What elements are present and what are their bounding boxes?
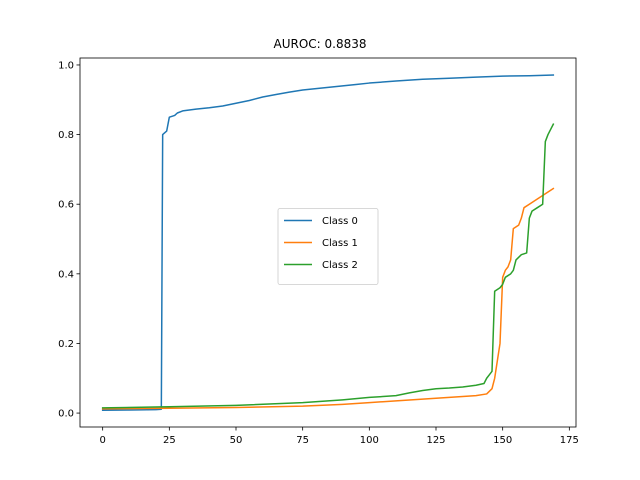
legend-box — [277, 208, 379, 285]
x-tick-label: 125 — [426, 435, 445, 446]
series-line-1 — [101, 187, 555, 410]
x-tick-label: 50 — [230, 435, 243, 446]
x-tick-label: 100 — [360, 435, 379, 446]
x-tick-label: 75 — [296, 435, 309, 446]
y-tick-label: 0.2 — [58, 339, 74, 350]
y-tick-label: 0.0 — [58, 409, 74, 420]
series-lines — [101, 74, 555, 412]
legend-label-1: Class 1 — [322, 238, 358, 249]
y-axis: 0.0 0.2 0.4 0.6 0.8 1.0 — [58, 60, 80, 420]
legend: Class 0 Class 1 Class 2 — [277, 208, 379, 285]
series-line-0 — [101, 74, 555, 412]
x-tick-label: 150 — [493, 435, 512, 446]
legend-label-2: Class 2 — [322, 260, 358, 271]
x-axis: 0 25 50 75 100 125 150 175 — [99, 427, 579, 446]
x-tick-label: 175 — [560, 435, 579, 446]
y-tick-label: 1.0 — [58, 60, 74, 71]
series-line-2 — [101, 123, 555, 409]
legend-label-0: Class 0 — [322, 216, 358, 227]
y-tick-label: 0.8 — [58, 130, 74, 141]
chart-title: AUROC: 0.8838 — [274, 37, 367, 51]
x-tick-label: 25 — [163, 435, 176, 446]
x-tick-label: 0 — [99, 435, 105, 446]
y-tick-label: 0.6 — [58, 200, 74, 211]
plot-frame — [79, 57, 577, 428]
y-tick-label: 0.4 — [58, 269, 74, 280]
